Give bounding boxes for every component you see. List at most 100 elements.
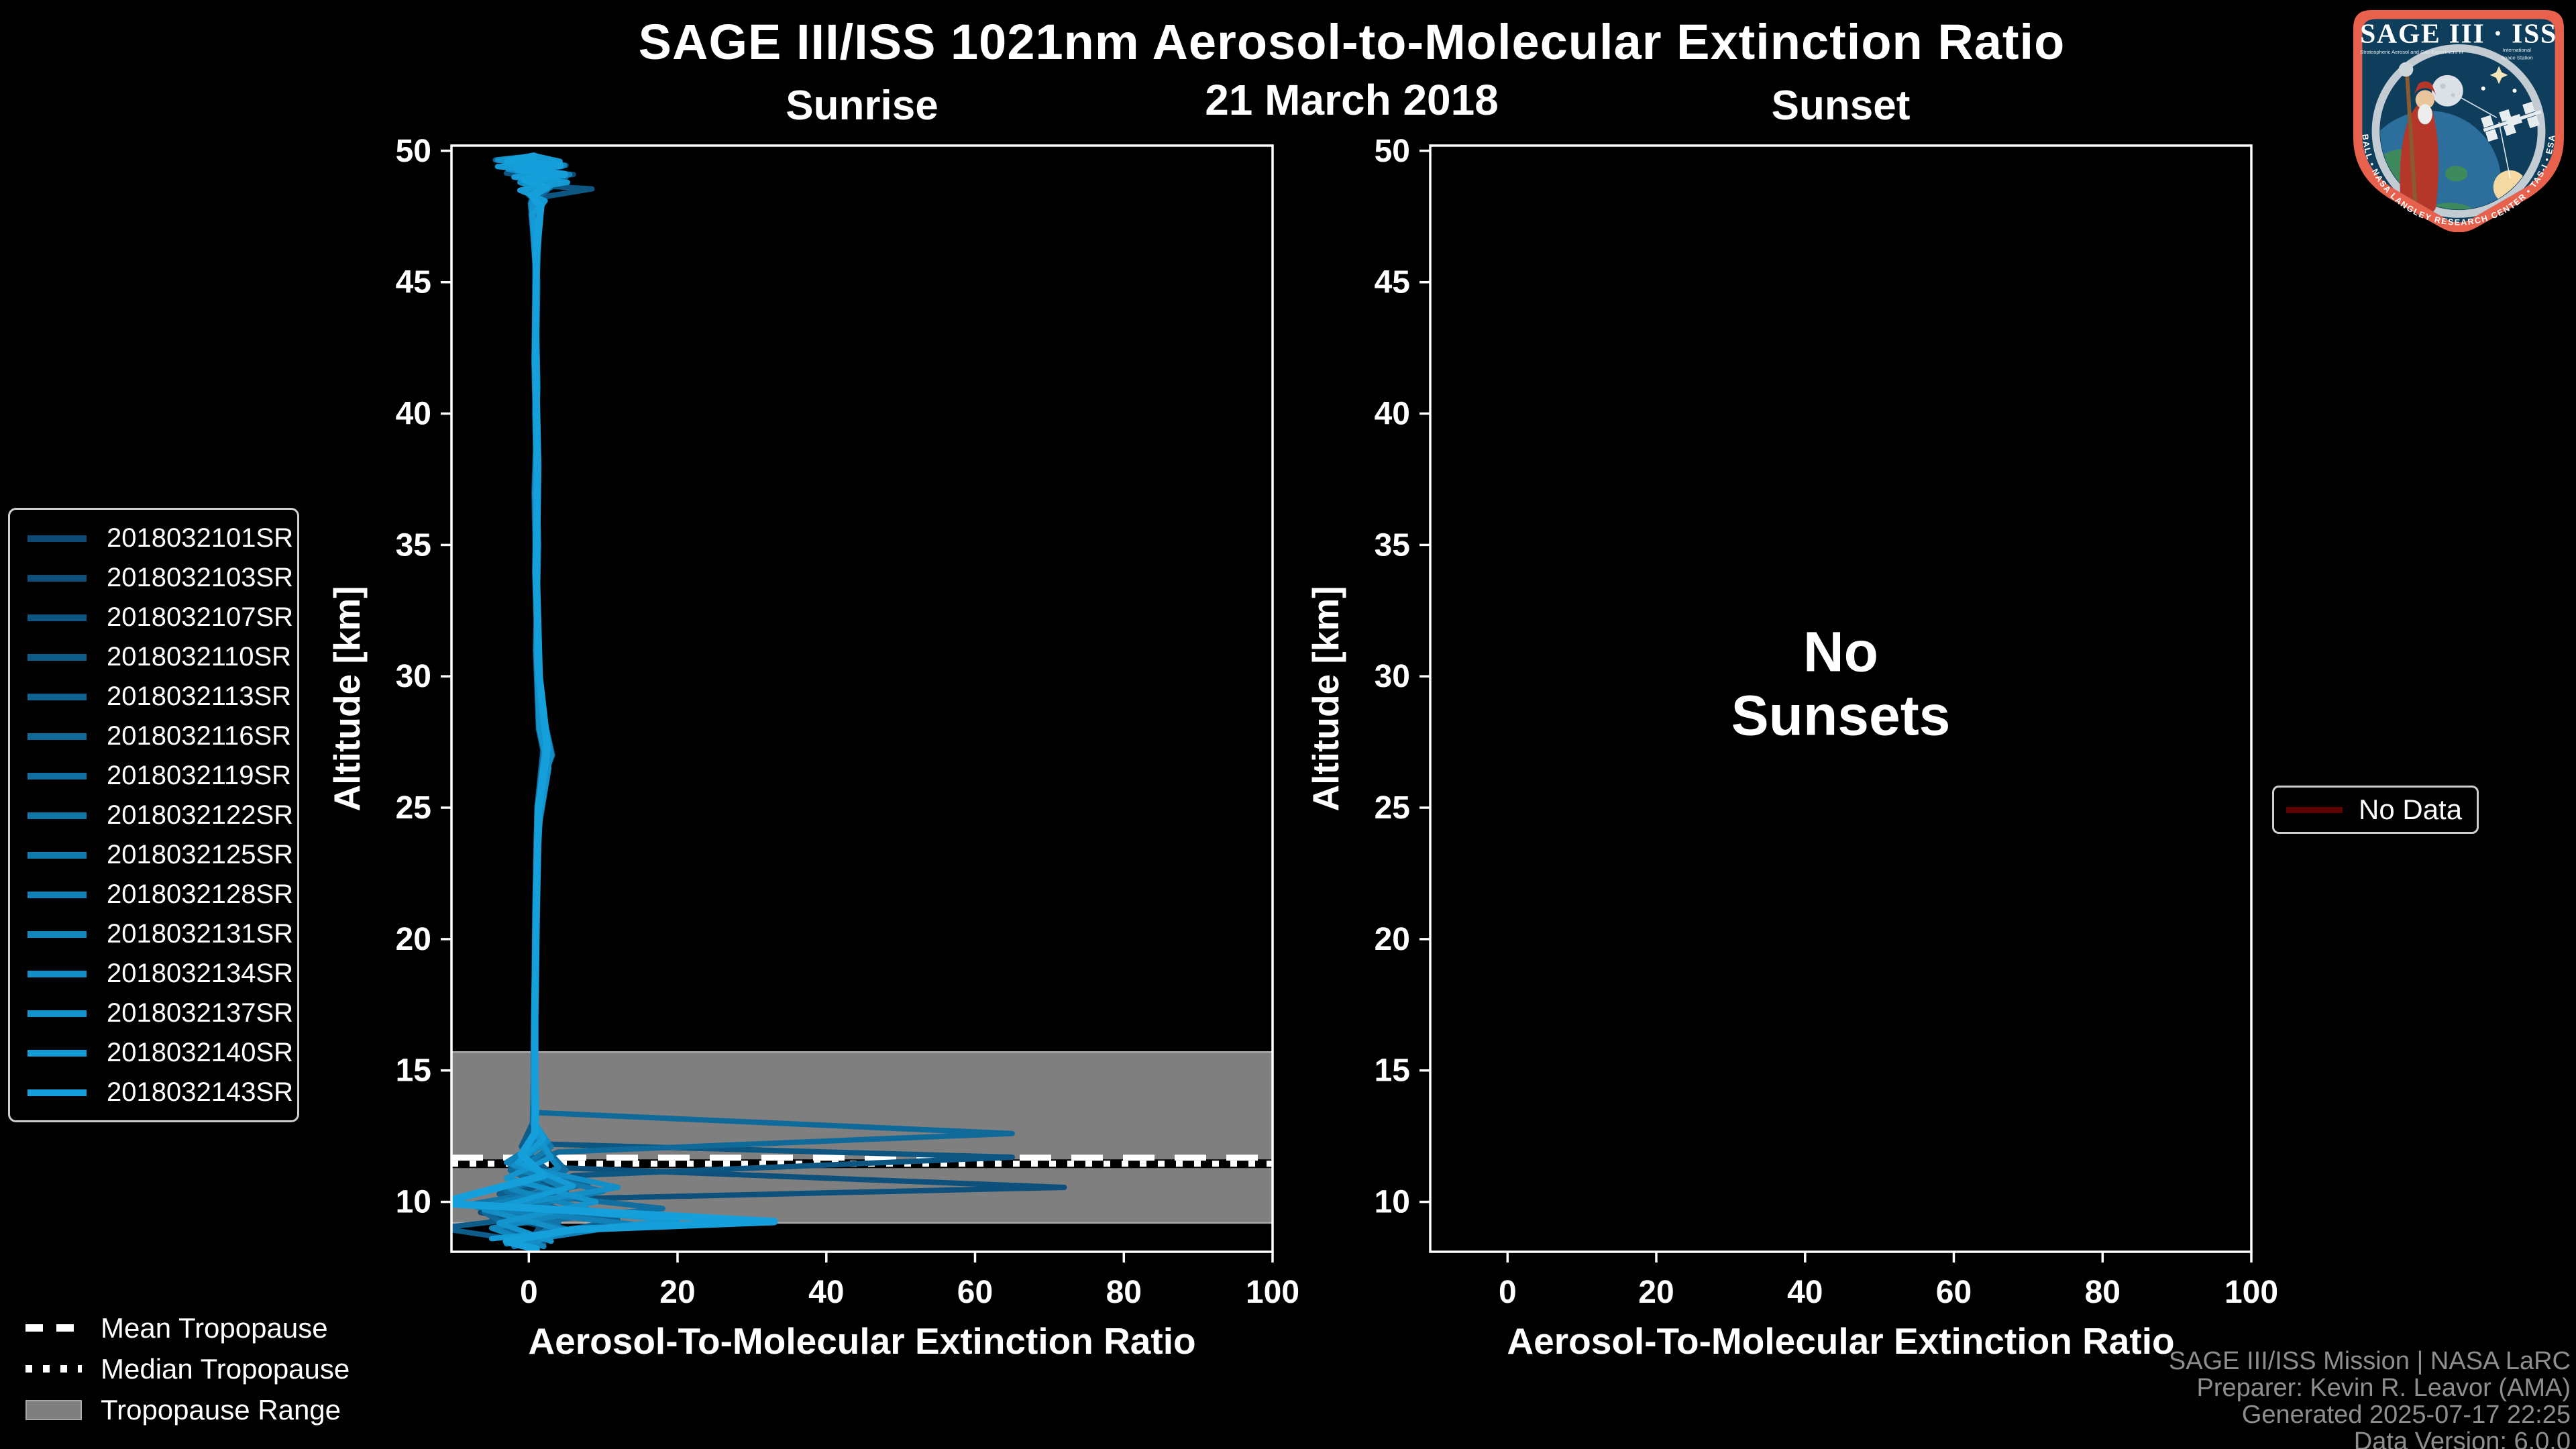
logo-iss-icon [2481, 101, 2542, 142]
legend-event-swatch-icon [28, 733, 87, 740]
logo-star-dot [2481, 86, 2485, 91]
y-tick-label: 10 [396, 1185, 431, 1220]
y-axis-label: Altitude [km] [1305, 586, 1346, 811]
legend-event-row: 2018032113SR [10, 677, 297, 716]
sunrise-plot: 0 20 40 60 80 100 10 15 20 25 30 35 40 45 50 Aerosol-To… [321, 119, 1327, 1362]
x-tick-label: 0 [1499, 1275, 1517, 1310]
chart-date: 21 March 2018 [1205, 76, 1499, 124]
logo-earth-land [2445, 166, 2468, 182]
legend-event-row: 2018032101SR [10, 519, 297, 558]
legend-event-swatch-icon [28, 891, 87, 898]
y-tick-label: 40 [396, 396, 431, 432]
y-tick-label: 40 [1375, 396, 1410, 432]
sunset-chart-svg: 0 20 40 60 80 100 10 15 20 25 30 35 40 45 50 Aerosol-To… [1305, 133, 2278, 1362]
x-tick-label: 20 [659, 1275, 695, 1310]
legend-event-label: 2018032140SR [107, 1038, 294, 1067]
legend-event-label: 2018032134SR [107, 959, 294, 988]
legend-event-swatch-icon [28, 693, 87, 700]
legend-event-label: 2018032101SR [107, 523, 294, 553]
logo-sight-line [2456, 95, 2498, 119]
median-tropopause-label: Median Tropopause [101, 1352, 350, 1385]
legend-event-label: 2018032103SR [107, 563, 294, 592]
chart-title: SAGE III/ISS 1021nm Aerosol-to-Molecular… [638, 14, 2065, 70]
legend-event-row: 2018032116SR [10, 716, 297, 756]
attribution-block: SAGE III/ISS Mission | NASA LaRC Prepare… [2169, 1348, 2571, 1449]
x-axis-label: Aerosol-To-Molecular Extinction Ratio [1507, 1320, 2174, 1357]
legend-event-label: 2018032110SR [107, 642, 292, 672]
legend-event-swatch-icon [28, 1049, 87, 1057]
panel-title-sunset: Sunset [1771, 83, 1911, 129]
plot-frame [450, 144, 1274, 1253]
tropopause-legend: Mean Tropopause Median Tropopause Tropop… [25, 1307, 350, 1430]
y-tick-label: 15 [396, 1053, 431, 1089]
mean-tropopause-swatch-icon [25, 1324, 82, 1332]
x-tick-label: 80 [1106, 1275, 1142, 1310]
logo-subtitle-iss-1: International [2503, 47, 2532, 53]
legend-event-label: 2018032131SR [107, 919, 294, 949]
legend-event-row: 2018032131SR [10, 914, 297, 954]
tropopause-range-label: Tropopause Range [101, 1393, 341, 1426]
legend-event-swatch-icon [28, 1089, 87, 1096]
series-line-2018032143SR [451, 152, 778, 1252]
median-tropopause-legend-row: Median Tropopause [25, 1348, 350, 1389]
legend-event-row: 2018032140SR [10, 1033, 297, 1073]
y-tick-label: 30 [1375, 659, 1410, 694]
tropopause-range-legend-row: Tropopause Range [25, 1389, 350, 1430]
legend-event-row: 2018032107SR [10, 598, 297, 637]
panel-title-sunrise: Sunrise [786, 83, 938, 129]
y-axis-label: Altitude [km] [326, 586, 368, 811]
y-tick-label: 25 [396, 790, 431, 826]
logo-title: SAGE III · ISS [2360, 18, 2557, 49]
x-tick-label: 40 [1787, 1275, 1823, 1310]
x-tick-label: 40 [808, 1275, 844, 1310]
logo-subtitle-iss-2: Space Station [2501, 54, 2533, 60]
legend-event-swatch-icon [28, 653, 87, 661]
logo-sight-line [2498, 121, 2511, 178]
x-axis-label: Aerosol-To-Molecular Extinction Ratio [528, 1320, 1195, 1357]
legend-event-swatch-icon [28, 614, 87, 621]
mean-tropopause-label: Mean Tropopause [101, 1311, 328, 1344]
y-tick-label: 30 [396, 659, 431, 694]
x-tick-label: 60 [957, 1275, 993, 1310]
legend-event-swatch-icon [28, 970, 87, 977]
sunset-plot: 0 20 40 60 80 100 10 15 20 25 30 35 40 45 50 Aerosol-To… [1299, 119, 2306, 1362]
y-tick-label: 45 [1375, 265, 1410, 301]
legend-event-swatch-icon [28, 812, 87, 819]
attribution-generated: Generated 2025-07-17 22:25 [2241, 1401, 2571, 1429]
y-tick-label: 20 [1375, 922, 1410, 957]
y-tick-label: 50 [396, 133, 431, 169]
x-tick-label: 100 [2224, 1275, 2278, 1310]
tropopause-range-swatch-icon [25, 1399, 82, 1420]
no-data-legend: No Data [2272, 786, 2479, 834]
logo-sage-figure [2398, 62, 2439, 217]
logo-ring [2371, 44, 2546, 218]
no-data-swatch-icon [2286, 806, 2343, 813]
x-tick-label: 0 [520, 1275, 538, 1310]
plot-area [1430, 146, 2251, 1252]
events-legend: 2018032101SR 2018032103SR 2018032107SR 2018… [8, 508, 299, 1122]
legend-event-row: 2018032119SR [10, 756, 297, 796]
logo-moon-crater [2440, 83, 2446, 89]
no-sunsets-annotation: No Sunsets [1731, 620, 1951, 747]
plot-frame [1429, 144, 2253, 1253]
sunrise-chart-svg: 0 20 40 60 80 100 10 15 20 25 30 35 40 45 50 Aerosol-To… [326, 133, 1299, 1362]
legend-event-label: 2018032143SR [107, 1077, 294, 1107]
x-tick-label: 100 [1246, 1275, 1299, 1310]
y-tick-label: 50 [1375, 133, 1410, 169]
legend-event-swatch-icon [28, 851, 87, 859]
sage-iii-iss-logo: SAGE III · ISS Stratospheric Aerosol and… [2353, 10, 2564, 232]
x-tick-label: 80 [2085, 1275, 2121, 1310]
y-tick-label: 35 [1375, 527, 1410, 563]
logo-subtitle-sage: Stratospheric Aerosol and Gas Experiment… [2360, 49, 2463, 55]
legend-event-swatch-icon [28, 1010, 87, 1017]
legend-event-label: 2018032125SR [107, 840, 294, 869]
legend-event-swatch-icon [28, 930, 87, 938]
legend-event-swatch-icon [28, 574, 87, 582]
legend-event-label: 2018032107SR [107, 602, 294, 632]
legend-event-row: 2018032125SR [10, 835, 297, 875]
legend-event-row: 2018032128SR [10, 875, 297, 914]
legend-event-label: 2018032116SR [107, 721, 292, 751]
x-tick-label: 20 [1638, 1275, 1674, 1310]
legend-event-swatch-icon [28, 772, 87, 780]
